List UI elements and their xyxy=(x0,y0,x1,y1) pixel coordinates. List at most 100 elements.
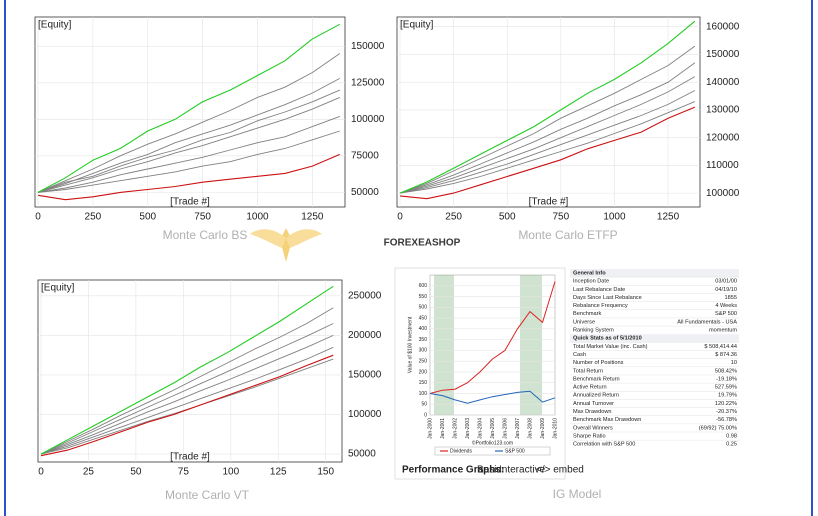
series-line xyxy=(399,62,696,194)
x-tick-label: 750 xyxy=(194,212,211,223)
x-tick-label: 500 xyxy=(139,212,156,223)
y-tick-label: 125000 xyxy=(351,77,385,88)
row-value: $ 874.36 xyxy=(715,352,737,358)
x-tick-label: 100 xyxy=(222,467,239,478)
series-line xyxy=(37,23,341,193)
row-value: All Fundamentals - USA xyxy=(677,319,737,325)
x-tick-label: Jan-2003 xyxy=(465,418,471,439)
caption: Monte Carlo VT xyxy=(165,488,250,502)
y-tick-label: 150 xyxy=(419,380,428,386)
y-tick-label: 100 xyxy=(419,391,428,397)
y-tick-label: 150000 xyxy=(351,41,385,52)
x-tick-label: 0 xyxy=(38,467,44,478)
row-label: Annualized Return xyxy=(573,393,619,399)
shade-band xyxy=(434,275,454,415)
row-value: $ 508,414.44 xyxy=(704,344,737,350)
row-label: Inception Date xyxy=(573,279,609,285)
plot-frame xyxy=(37,279,343,463)
y-tick-label: 110000 xyxy=(706,160,739,171)
y-axis-label: [Equity] xyxy=(400,20,434,31)
x-tick-label: Jan-2006 xyxy=(502,418,508,439)
row-label: Sharpe Ratio xyxy=(573,433,606,439)
source-note: ©Portfolio123.com xyxy=(472,439,513,446)
x-axis-label: [Trade #] xyxy=(529,197,569,208)
series-line xyxy=(40,307,334,455)
y-tick-label: 500 xyxy=(419,305,428,311)
row-value: 120.22% xyxy=(715,401,737,407)
row-label: Rebalance Frequency xyxy=(573,303,628,309)
series-line xyxy=(399,101,696,194)
x-axis-label: [Trade #] xyxy=(170,197,210,208)
row-value: (69/92) 75.00% xyxy=(699,425,737,431)
row-label: Last Rebalance Date xyxy=(573,287,625,293)
x-tick-label: Jan-2001 xyxy=(440,418,446,439)
y-tick-label: 120000 xyxy=(706,132,740,143)
row-value: momentum xyxy=(709,328,737,334)
row-label: Correlation with S&P 500 xyxy=(573,442,635,448)
row-label: Benchmark xyxy=(573,311,601,317)
link[interactable]: Interactive xyxy=(499,465,546,476)
series-line xyxy=(37,96,340,193)
y-tick-label: 100000 xyxy=(348,409,382,420)
series-line xyxy=(40,334,334,455)
x-tick-label: 1000 xyxy=(246,212,269,223)
row-label: Active Return xyxy=(573,385,607,391)
y-tick-label: 50000 xyxy=(351,187,379,198)
links-label: Performance Graphs: xyxy=(402,465,504,476)
row-label: Benchmark Max Drawdown xyxy=(573,417,641,423)
y-axis-label: [Equity] xyxy=(38,20,72,31)
series-line xyxy=(40,323,334,455)
series-line xyxy=(37,130,340,193)
x-tick-label: 250 xyxy=(85,212,102,223)
row-value: 4 Weeks xyxy=(715,303,737,309)
row-value: 508.42% xyxy=(715,368,737,374)
x-tick-label: 250 xyxy=(445,212,462,223)
y-tick-label: 600 xyxy=(419,283,428,289)
y-axis-label: Value of $100 Investment xyxy=(407,316,413,373)
series-line xyxy=(37,53,341,193)
row-value: 04/19/10 xyxy=(715,287,737,293)
section-heading: General Info xyxy=(573,270,606,276)
series-line xyxy=(399,45,696,194)
y-tick-label: 300 xyxy=(419,348,428,354)
row-value: 0.98 xyxy=(726,433,737,439)
legend-box xyxy=(434,446,551,456)
section-heading: Quick Stats as of 5/1/2010 xyxy=(573,336,642,342)
series-line xyxy=(40,346,334,455)
series-line xyxy=(37,153,341,201)
y-tick-label: 150000 xyxy=(348,370,382,381)
y-tick-label: 0 xyxy=(424,412,427,418)
series-line xyxy=(37,89,340,193)
x-tick-label: 1250 xyxy=(657,212,680,223)
y-tick-label: 75000 xyxy=(351,150,379,161)
series-line xyxy=(399,76,696,194)
y-tick-label: 130000 xyxy=(706,105,740,116)
row-label: Ranking System xyxy=(573,328,614,334)
y-tick-label: 350 xyxy=(419,337,428,343)
x-tick-label: Jan-2008 xyxy=(527,418,533,439)
link[interactable]: Basic xyxy=(477,465,501,476)
series-line xyxy=(429,281,556,394)
x-tick-label: 500 xyxy=(499,212,516,223)
series-line xyxy=(399,20,696,194)
y-tick-label: 550 xyxy=(419,294,428,300)
x-tick-label: 50 xyxy=(130,467,142,478)
y-tick-label: 50 xyxy=(421,402,427,408)
plot-frame xyxy=(396,16,701,208)
y-tick-label: 50000 xyxy=(348,449,376,460)
y-tick-label: 140000 xyxy=(706,77,740,88)
row-value: 0.25 xyxy=(726,442,737,448)
x-tick-label: Jan-2004 xyxy=(477,418,483,439)
link[interactable]: </> embed xyxy=(536,465,584,476)
row-value: -19.18% xyxy=(716,376,737,382)
x-tick-label: 125 xyxy=(270,467,287,478)
series-line xyxy=(429,390,556,404)
series-line xyxy=(40,354,334,457)
y-tick-label: 250 xyxy=(419,358,428,364)
row-value: 19.79% xyxy=(718,393,737,399)
x-tick-label: 150 xyxy=(317,467,334,478)
series-line xyxy=(399,106,696,200)
section-heading-bg xyxy=(570,269,739,278)
row-label: Universe xyxy=(573,319,595,325)
